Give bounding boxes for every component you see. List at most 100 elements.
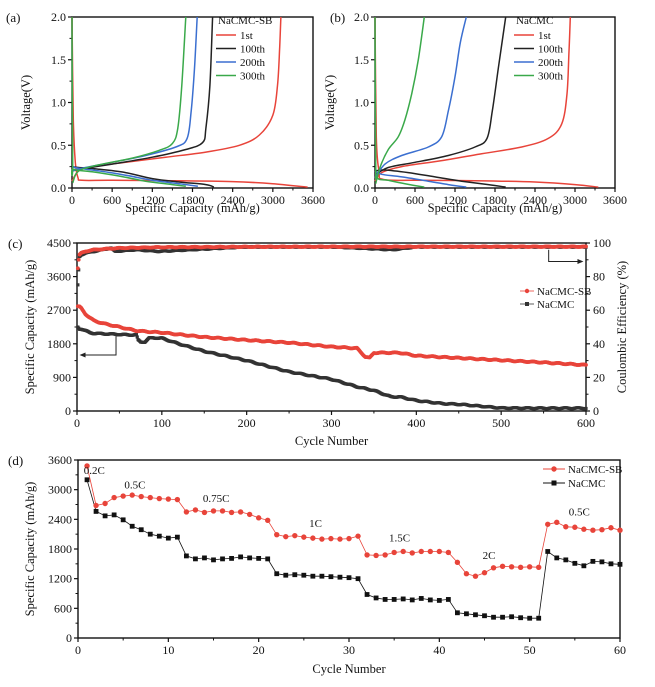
legend-label: NaCMC-SB xyxy=(537,286,591,298)
data-point xyxy=(135,335,139,339)
data-point xyxy=(147,531,153,537)
y-tick-label: 1.0 xyxy=(51,96,66,110)
data-point xyxy=(93,502,99,509)
data-point xyxy=(554,555,560,561)
data-point xyxy=(364,552,370,558)
y-tick-label: 4500 xyxy=(47,236,71,250)
x-tick-label: 600 xyxy=(577,416,595,430)
x-axis-title: Specific Capacity (mAh/g) xyxy=(125,201,260,215)
data-point xyxy=(246,511,253,518)
data-point xyxy=(508,564,515,570)
data-point xyxy=(572,560,578,566)
efficiency-axis-arrow xyxy=(548,249,582,262)
legend-label: 300th xyxy=(538,71,564,83)
rate-label: 1.5C xyxy=(389,533,410,545)
y-tick-label: 1800 xyxy=(47,337,71,351)
y-tick-label: 2.0 xyxy=(51,10,66,24)
y-right-tick-label: 20 xyxy=(593,370,605,384)
curve-1st-discharge xyxy=(71,16,308,188)
x-tick-label: 200 xyxy=(238,416,256,430)
rate-label: 1C xyxy=(309,518,322,530)
data-point xyxy=(201,509,208,516)
x-tick-label: 1800 xyxy=(181,193,205,207)
y-tick-label: 0.5 xyxy=(354,138,369,152)
data-point xyxy=(219,508,226,514)
y-tick-label: 0 xyxy=(66,631,72,645)
x-tick-label: 1800 xyxy=(483,193,507,207)
data-point xyxy=(473,612,478,618)
rate-label: 0.5C xyxy=(124,480,145,492)
data-point xyxy=(545,521,551,527)
x-axis-title: Cycle Number xyxy=(295,434,369,448)
series-NaCMC-SB-capacity xyxy=(75,304,588,367)
y-tick-label: 900 xyxy=(53,370,71,384)
data-point xyxy=(346,535,352,542)
panel-c: 0 100 200 300 400 500 600090018002700360045000… xyxy=(8,236,629,448)
panel-label: (d) xyxy=(8,453,23,468)
data-point xyxy=(76,283,80,287)
data-point xyxy=(599,527,605,533)
data-point xyxy=(120,517,126,523)
data-point xyxy=(238,554,243,560)
series-line xyxy=(86,465,621,577)
y-tick-label: 2700 xyxy=(47,303,71,317)
data-point xyxy=(490,565,497,571)
panel-label: (c) xyxy=(8,236,22,251)
legend-label: 200th xyxy=(538,57,564,69)
data-point xyxy=(382,597,388,602)
y-tick-label: 3600 xyxy=(48,453,72,467)
data-point xyxy=(301,572,307,578)
data-point xyxy=(228,509,235,516)
curve-200th-charge xyxy=(374,16,468,179)
data-point xyxy=(138,493,144,500)
y-axis-title: Specific Capacity (mAh/g) xyxy=(23,260,37,395)
data-point xyxy=(255,515,262,521)
data-point xyxy=(247,555,253,561)
data-point xyxy=(563,524,569,530)
data-point xyxy=(102,513,108,519)
data-point xyxy=(382,552,388,558)
data-point xyxy=(120,493,126,499)
data-point xyxy=(165,496,172,502)
data-point xyxy=(129,492,135,498)
y-right-tick-label: 80 xyxy=(593,270,605,284)
panel-label: (a) xyxy=(6,10,20,25)
data-point xyxy=(174,534,180,540)
x-tick-label: 600 xyxy=(406,193,424,207)
data-point xyxy=(256,555,262,561)
x-tick-label: 300 xyxy=(323,416,341,430)
data-point xyxy=(355,576,361,582)
data-point xyxy=(599,559,605,565)
y-tick-label: 0.0 xyxy=(354,181,369,195)
data-point xyxy=(526,564,533,570)
data-point xyxy=(156,495,162,502)
panel-a: 0 600 1200 1800 2400 3000 3600 0.0 0.5 1.0 1.5 2.0 S… xyxy=(6,10,325,215)
rate-label: 0.5C xyxy=(569,506,590,518)
data-point xyxy=(391,549,397,556)
data-point xyxy=(617,527,623,533)
data-point xyxy=(373,552,379,559)
curve-100th-discharge xyxy=(374,169,506,188)
data-point xyxy=(409,550,415,556)
x-tick-label: 100 xyxy=(153,416,171,430)
data-point xyxy=(346,575,352,581)
x-tick-label: 50 xyxy=(524,643,536,657)
y-tick-label: 600 xyxy=(54,601,72,615)
series-NaCMC-efficiency xyxy=(76,244,588,287)
x-tick-label: 0 xyxy=(69,193,75,207)
data-point xyxy=(400,548,406,555)
data-point xyxy=(210,508,217,514)
plot-frame xyxy=(77,459,621,639)
y-tick-label: 1.0 xyxy=(354,96,369,110)
data-point xyxy=(319,536,325,542)
y-right-tick-label: 100 xyxy=(593,236,611,250)
data-point xyxy=(608,525,614,531)
curve-200th-discharge xyxy=(374,170,467,188)
data-point xyxy=(165,535,171,541)
data-point xyxy=(138,527,144,533)
y-right-tick-label: 40 xyxy=(593,337,605,351)
x-tick-label: 1200 xyxy=(443,193,467,207)
data-point xyxy=(436,548,443,555)
y-tick-label: 2.0 xyxy=(354,10,369,24)
plot-frame xyxy=(76,242,587,412)
